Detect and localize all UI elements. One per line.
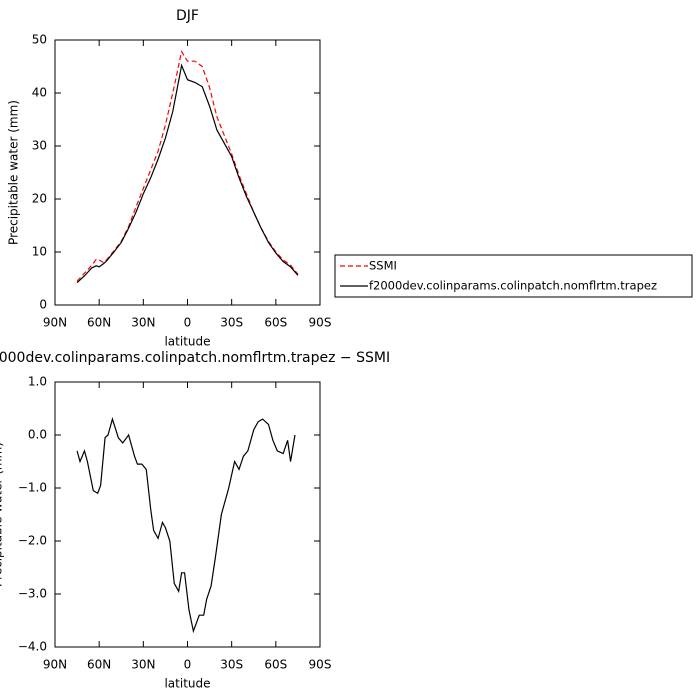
x-tick-label: 60S	[264, 316, 287, 330]
y-tick-label: −4.0	[18, 640, 47, 654]
x-tick-label: 60N	[87, 316, 111, 330]
x-tick-label: 0	[184, 316, 192, 330]
x-tick-label: 90S	[309, 658, 332, 672]
y-tick-label: 0	[39, 298, 47, 312]
y-tick-label: 30	[32, 139, 47, 153]
y-tick-label: 10	[32, 245, 47, 259]
data-line	[76, 63, 299, 284]
y-tick-label: 1.0	[28, 375, 47, 389]
y-axis-label: Precipitable water (mm)	[0, 442, 5, 587]
x-tick-label: 0	[184, 658, 192, 672]
y-tick-label: 50	[32, 33, 47, 47]
chart-title: DJF	[176, 8, 199, 24]
x-tick-label: 90S	[309, 316, 332, 330]
x-tick-label: 60N	[87, 658, 111, 672]
y-tick-label: 40	[32, 86, 47, 100]
chart-title: f2000dev.colinparams.colinpatch.nomflrtm…	[0, 350, 390, 366]
data-line	[76, 50, 299, 282]
y-tick-label: 0.0	[28, 428, 47, 442]
legend-label: f2000dev.colinparams.colinpatch.nomflrtm…	[369, 279, 657, 293]
y-tick-label: −1.0	[18, 481, 47, 495]
x-tick-label: 60S	[264, 658, 287, 672]
x-axis-label: latitude	[164, 335, 210, 349]
x-tick-label: 30N	[131, 316, 155, 330]
data-line	[76, 416, 296, 634]
y-axis-label: Precipitable water (mm)	[7, 100, 21, 245]
y-tick-label: −3.0	[18, 587, 47, 601]
x-tick-label: 30S	[220, 316, 243, 330]
x-tick-label: 90N	[43, 658, 67, 672]
legend-label: SSMI	[369, 259, 397, 273]
plot-frame	[54, 381, 321, 648]
y-tick-label: 20	[32, 192, 47, 206]
y-tick-label: −2.0	[18, 534, 47, 548]
x-tick-label: 30N	[131, 658, 155, 672]
legend-box	[334, 254, 693, 298]
x-tick-label: 30S	[220, 658, 243, 672]
x-axis-label: latitude	[164, 677, 210, 691]
x-tick-label: 90N	[43, 316, 67, 330]
